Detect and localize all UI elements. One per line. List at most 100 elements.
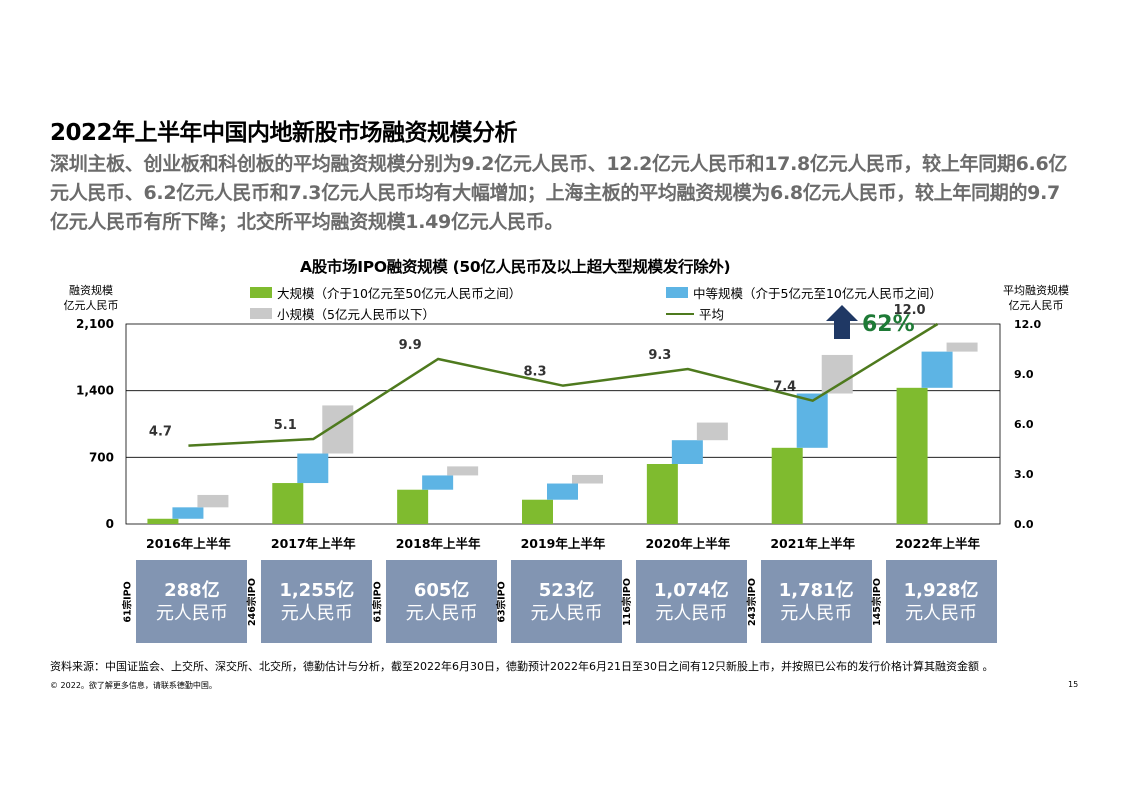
- total-amount-box: 1,255亿 元人民币: [261, 560, 373, 643]
- total-amount: 523亿: [538, 579, 595, 601]
- total-amount-box: 1,781亿 元人民币: [760, 560, 872, 643]
- bar-medium: [297, 453, 329, 484]
- total-amount: 1,928亿: [903, 579, 979, 601]
- chart-title: A股市场IPO融资规模 (50亿人民币及以上超大型规模发行除外): [300, 258, 731, 276]
- total-unit: 元人民币: [655, 602, 728, 624]
- bar-large: [896, 387, 928, 524]
- total-unit: 元人民币: [530, 602, 603, 624]
- ipo-count-text: 145宗IPO: [871, 577, 883, 626]
- average-data-label: 4.7: [149, 425, 172, 440]
- x-tick-label: 2022年上半年: [895, 536, 980, 551]
- summary-text: 深圳主板、创业板和科创板的平均融资规模分别为9.2亿元人民币、12.2亿元人民币…: [50, 153, 1068, 233]
- average-line: [188, 322, 939, 447]
- ipo-count-text: 61宗IPO: [372, 580, 384, 623]
- total-unit: 元人民币: [155, 602, 228, 624]
- average-data-label: 8.3: [523, 365, 546, 380]
- legend-label-small: 小规模（5亿元人民币以下）: [277, 307, 435, 322]
- growth-percentage: 62%: [862, 312, 915, 337]
- y-tick-left: 700: [89, 450, 114, 464]
- ipo-count-text: 61宗IPO: [122, 580, 134, 623]
- legend-label-average: 平均: [699, 307, 725, 322]
- legend-swatch-large: [250, 287, 272, 298]
- bar-large: [646, 464, 678, 524]
- bar-small: [946, 342, 978, 352]
- total-amount-box: 1,928亿 元人民币: [885, 560, 997, 643]
- total-amount: 1,074亿: [653, 579, 729, 601]
- average-data-label: 9.9: [399, 338, 422, 353]
- x-tick-label: 2018年上半年: [396, 536, 481, 551]
- average-data-label: 5.1: [274, 418, 297, 433]
- bar-small: [821, 354, 853, 394]
- bar-large: [272, 483, 304, 524]
- bar-large: [397, 489, 429, 524]
- ipo-count: 61宗IPO: [119, 560, 133, 643]
- average-data-label: 7.4: [773, 380, 796, 395]
- right-axis-title: 平均融资规模 亿元人民币: [996, 283, 1076, 313]
- legend-swatch-small: [250, 308, 272, 319]
- y-tick-left: 1,400: [76, 384, 114, 398]
- ipo-count: 246宗IPO: [244, 560, 258, 643]
- total-amount: 1,255亿: [279, 579, 355, 601]
- legend-line-average: [666, 312, 694, 315]
- total-amount: 605亿: [413, 579, 470, 601]
- x-tick-label: 2017年上半年: [271, 536, 356, 551]
- ipo-count: 243宗IPO: [744, 560, 758, 643]
- y-tick-right: 0.0: [1014, 518, 1034, 531]
- up-arrow-icon: [826, 305, 858, 339]
- ipo-count-text: 116宗IPO: [621, 577, 633, 626]
- y-tick-right: 9.0: [1014, 368, 1034, 381]
- total-unit: 元人民币: [780, 602, 853, 624]
- y-tick-right: 6.0: [1014, 418, 1034, 431]
- average-data-label: 12.0: [894, 303, 926, 318]
- bar-large: [147, 518, 179, 524]
- bar-medium: [172, 507, 204, 519]
- total-amount-box: 288亿 元人民币: [136, 560, 248, 643]
- total-unit: 元人民币: [280, 602, 353, 624]
- copyright: © 2022。欲了解更多信息，请联系德勤中国。: [50, 681, 217, 690]
- x-tick-label: 2020年上半年: [645, 536, 730, 551]
- bar-large: [771, 447, 803, 524]
- ipo-count-text: 63宗IPO: [497, 580, 509, 623]
- bar-medium: [671, 440, 703, 464]
- page-title: 2022年上半年中国内地新股市场融资规模分析: [50, 120, 518, 146]
- left-axis-title-text: 融资规模 亿元人民币: [63, 284, 119, 312]
- legend-label-medium: 中等规模（介于5亿元至10亿元人民币之间）: [693, 286, 942, 301]
- bar-medium: [547, 483, 578, 500]
- y-tick-left: 0: [106, 517, 114, 531]
- bar-medium: [796, 393, 828, 448]
- ipo-count: 61宗IPO: [369, 560, 383, 643]
- legend-average: 平均: [666, 304, 724, 323]
- legend-small: 小规模（5亿元人民币以下）: [250, 304, 435, 323]
- legend-label-large: 大规模（介于10亿元至50亿元人民币之间）: [277, 286, 522, 301]
- page-number: 15: [1068, 680, 1079, 689]
- bar-small: [447, 466, 479, 476]
- source-note: 资料来源：中国证监会、上交所、深交所、北交所，德勤估计与分析，截至2022年6月…: [50, 660, 994, 673]
- total-amount-box: 523亿 元人民币: [511, 560, 622, 643]
- bar-large: [522, 499, 553, 524]
- y-tick-right: 3.0: [1014, 468, 1034, 481]
- total-amount-box: 1,074亿 元人民币: [635, 560, 747, 643]
- bar-small: [572, 474, 603, 484]
- ipo-count: 145宗IPO: [869, 560, 883, 643]
- legend-medium: 中等规模（介于5亿元至10亿元人民币之间）: [666, 283, 942, 302]
- right-axis-title-text: 平均融资规模 亿元人民币: [1003, 284, 1069, 312]
- ipo-count: 63宗IPO: [494, 560, 508, 643]
- x-tick-label: 2016年上半年: [146, 536, 231, 551]
- legend-large: 大规模（介于10亿元至50亿元人民币之间）: [250, 283, 521, 302]
- total-unit: 元人民币: [905, 602, 978, 624]
- total-amount: 1,781亿: [778, 579, 854, 601]
- y-tick-right: 12.0: [1014, 318, 1041, 331]
- y-tick-left: 2,100: [76, 317, 114, 331]
- bar-medium: [921, 351, 953, 388]
- x-tick-label: 2019年上半年: [521, 536, 606, 551]
- plot-frame: [125, 323, 1001, 525]
- total-unit: 元人民币: [405, 602, 478, 624]
- average-data-label: 9.3: [648, 348, 671, 363]
- total-amount: 288亿: [164, 579, 220, 601]
- ipo-count-text: 243宗IPO: [746, 577, 758, 626]
- bar-medium: [422, 475, 454, 490]
- bar-small: [197, 494, 229, 508]
- x-tick-label: 2021年上半年: [770, 536, 855, 551]
- ipo-count: 116宗IPO: [619, 560, 633, 643]
